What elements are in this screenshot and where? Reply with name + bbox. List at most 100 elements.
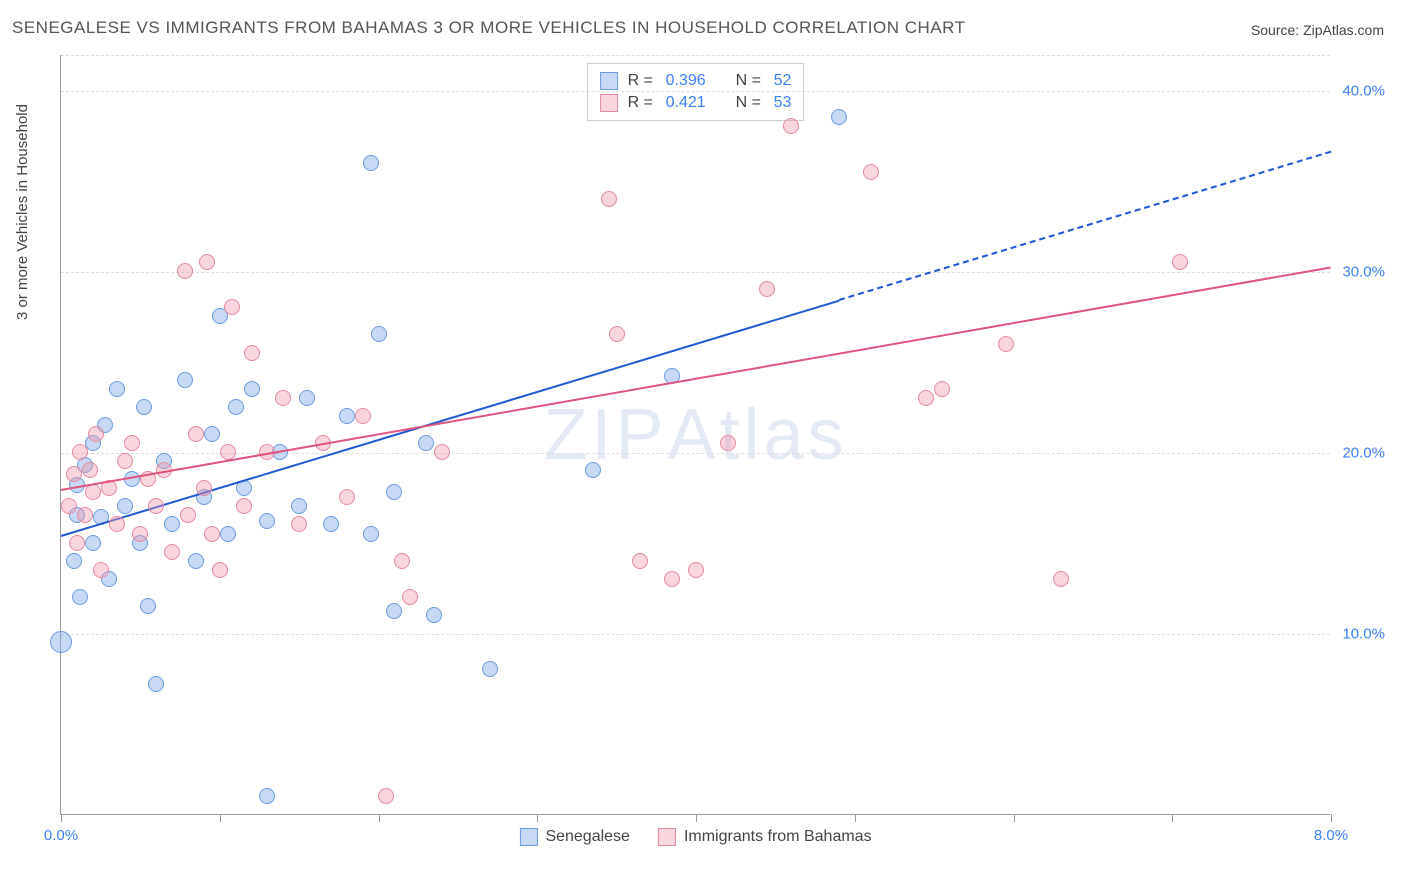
y-tick-label: 20.0% bbox=[1342, 445, 1385, 462]
legend-r-value: 0.396 bbox=[666, 72, 726, 90]
scatter-point bbox=[148, 676, 164, 692]
scatter-point bbox=[759, 281, 775, 297]
legend-r-label: R = bbox=[628, 72, 656, 90]
scatter-point bbox=[323, 516, 339, 532]
scatter-point bbox=[236, 498, 252, 514]
scatter-point bbox=[386, 603, 402, 619]
scatter-point bbox=[132, 526, 148, 542]
legend-n-label: N = bbox=[736, 94, 764, 112]
scatter-point bbox=[402, 589, 418, 605]
legend-n-label: N = bbox=[736, 72, 764, 90]
scatter-point bbox=[664, 571, 680, 587]
scatter-point bbox=[93, 562, 109, 578]
legend-item: Senegalese bbox=[519, 828, 630, 846]
legend-r-value: 0.421 bbox=[666, 94, 726, 112]
scatter-point bbox=[434, 444, 450, 460]
scatter-point bbox=[386, 484, 402, 500]
scatter-point bbox=[72, 444, 88, 460]
scatter-point bbox=[609, 326, 625, 342]
scatter-point bbox=[371, 326, 387, 342]
scatter-point bbox=[212, 562, 228, 578]
scatter-point bbox=[204, 426, 220, 442]
legend-swatch bbox=[658, 828, 676, 846]
legend-series-name: Senegalese bbox=[545, 828, 630, 846]
legend-series-name: Immigrants from Bahamas bbox=[684, 828, 872, 846]
plot-area: ZIPAtlas R =0.396N =52R =0.421N =53 Sene… bbox=[60, 55, 1330, 815]
scatter-point bbox=[117, 453, 133, 469]
scatter-point bbox=[69, 535, 85, 551]
scatter-point bbox=[117, 498, 133, 514]
gridline-h bbox=[61, 272, 1330, 273]
scatter-point bbox=[77, 507, 93, 523]
y-axis-label: 3 or more Vehicles in Household bbox=[14, 104, 31, 320]
scatter-point bbox=[688, 562, 704, 578]
scatter-point bbox=[601, 191, 617, 207]
scatter-point bbox=[164, 544, 180, 560]
scatter-point bbox=[259, 788, 275, 804]
scatter-point bbox=[180, 507, 196, 523]
scatter-point bbox=[61, 498, 77, 514]
scatter-point bbox=[585, 462, 601, 478]
legend-item: Immigrants from Bahamas bbox=[658, 828, 872, 846]
scatter-point bbox=[1053, 571, 1069, 587]
scatter-point bbox=[275, 390, 291, 406]
scatter-point bbox=[224, 299, 240, 315]
scatter-point bbox=[85, 535, 101, 551]
legend-swatch bbox=[600, 94, 618, 112]
legend-r-label: R = bbox=[628, 94, 656, 112]
scatter-point bbox=[220, 526, 236, 542]
scatter-point bbox=[291, 516, 307, 532]
x-tick bbox=[1331, 814, 1332, 822]
scatter-point bbox=[363, 526, 379, 542]
x-tick bbox=[1014, 814, 1015, 822]
scatter-point bbox=[378, 788, 394, 804]
scatter-point bbox=[482, 661, 498, 677]
y-tick-label: 30.0% bbox=[1342, 264, 1385, 281]
scatter-point bbox=[82, 462, 98, 478]
y-tick-label: 10.0% bbox=[1342, 626, 1385, 643]
x-tick-label: 8.0% bbox=[1314, 827, 1348, 844]
scatter-point bbox=[831, 109, 847, 125]
scatter-point bbox=[1172, 254, 1188, 270]
scatter-point bbox=[720, 435, 736, 451]
legend-n-value: 53 bbox=[774, 94, 792, 112]
scatter-point bbox=[196, 480, 212, 496]
scatter-point bbox=[998, 336, 1014, 352]
scatter-point bbox=[177, 372, 193, 388]
trend-line bbox=[61, 267, 1331, 492]
scatter-point bbox=[140, 598, 156, 614]
scatter-point bbox=[339, 408, 355, 424]
scatter-point bbox=[148, 498, 164, 514]
legend-row: R =0.396N =52 bbox=[600, 70, 792, 92]
scatter-point bbox=[244, 381, 260, 397]
scatter-point bbox=[355, 408, 371, 424]
scatter-point bbox=[299, 390, 315, 406]
x-tick bbox=[220, 814, 221, 822]
scatter-point bbox=[244, 345, 260, 361]
x-tick bbox=[855, 814, 856, 822]
legend-swatch bbox=[519, 828, 537, 846]
scatter-point bbox=[188, 553, 204, 569]
scatter-point bbox=[177, 263, 193, 279]
chart-title: SENEGALESE VS IMMIGRANTS FROM BAHAMAS 3 … bbox=[12, 18, 965, 38]
scatter-point bbox=[363, 155, 379, 171]
x-tick bbox=[61, 814, 62, 822]
scatter-point bbox=[88, 426, 104, 442]
x-tick-label: 0.0% bbox=[44, 827, 78, 844]
scatter-point bbox=[66, 466, 82, 482]
gridline-h bbox=[61, 91, 1330, 92]
scatter-point bbox=[199, 254, 215, 270]
legend-swatch bbox=[600, 72, 618, 90]
scatter-point bbox=[339, 489, 355, 505]
scatter-point bbox=[72, 589, 88, 605]
gridline-h bbox=[61, 634, 1330, 635]
x-tick bbox=[537, 814, 538, 822]
x-tick bbox=[1172, 814, 1173, 822]
y-tick-label: 40.0% bbox=[1342, 83, 1385, 100]
scatter-point bbox=[50, 631, 72, 653]
scatter-point bbox=[394, 553, 410, 569]
scatter-point bbox=[259, 513, 275, 529]
source-label: Source: ZipAtlas.com bbox=[1251, 22, 1384, 38]
gridline-h bbox=[61, 453, 1330, 454]
trend-line bbox=[61, 299, 839, 536]
